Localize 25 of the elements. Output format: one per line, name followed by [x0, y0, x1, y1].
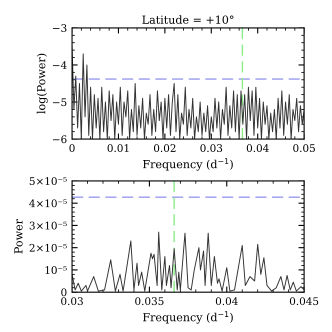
x-tick-label: 0.03: [200, 144, 222, 152]
y-tick-label: 2×10⁻⁵: [30, 244, 67, 252]
y-axis-title: Power: [14, 218, 23, 254]
x-tick-label: 0.035: [135, 297, 164, 306]
y-tick-label: 0: [61, 288, 66, 296]
y-tick-label: 3×10⁻⁵: [30, 222, 67, 230]
x-tick-label: 0: [69, 144, 75, 152]
x-tick-label: 0.03: [61, 297, 83, 306]
y-tick-label: −4: [52, 61, 67, 69]
y-tick-label: −5: [52, 98, 66, 106]
y-tick-label: 10⁻⁵: [46, 266, 67, 274]
x-tick-label: 0.045: [290, 297, 318, 306]
y-tick-label: 5×10⁻⁵: [30, 177, 67, 186]
y-tick-label: 4×10⁻⁵: [29, 199, 67, 208]
y-tick-label: −3: [52, 24, 66, 32]
x-tick-label: 0.04: [246, 144, 269, 152]
chart-title: Latitude = +10°: [142, 15, 234, 24]
y-tick-label: −6: [52, 135, 67, 144]
x-tick-label: 0.05: [293, 144, 315, 152]
x-axis-title: Frequency (d$^{−1}$): [143, 158, 233, 171]
y-axis-title: log(Power): [36, 54, 48, 114]
x-tick-label: 0.04: [216, 297, 238, 306]
x-axis-title: Frequency (d$^{−1}$): [143, 311, 233, 324]
x-tick-label: 0.01: [108, 144, 129, 152]
x-tick-label: 0.02: [154, 144, 176, 152]
